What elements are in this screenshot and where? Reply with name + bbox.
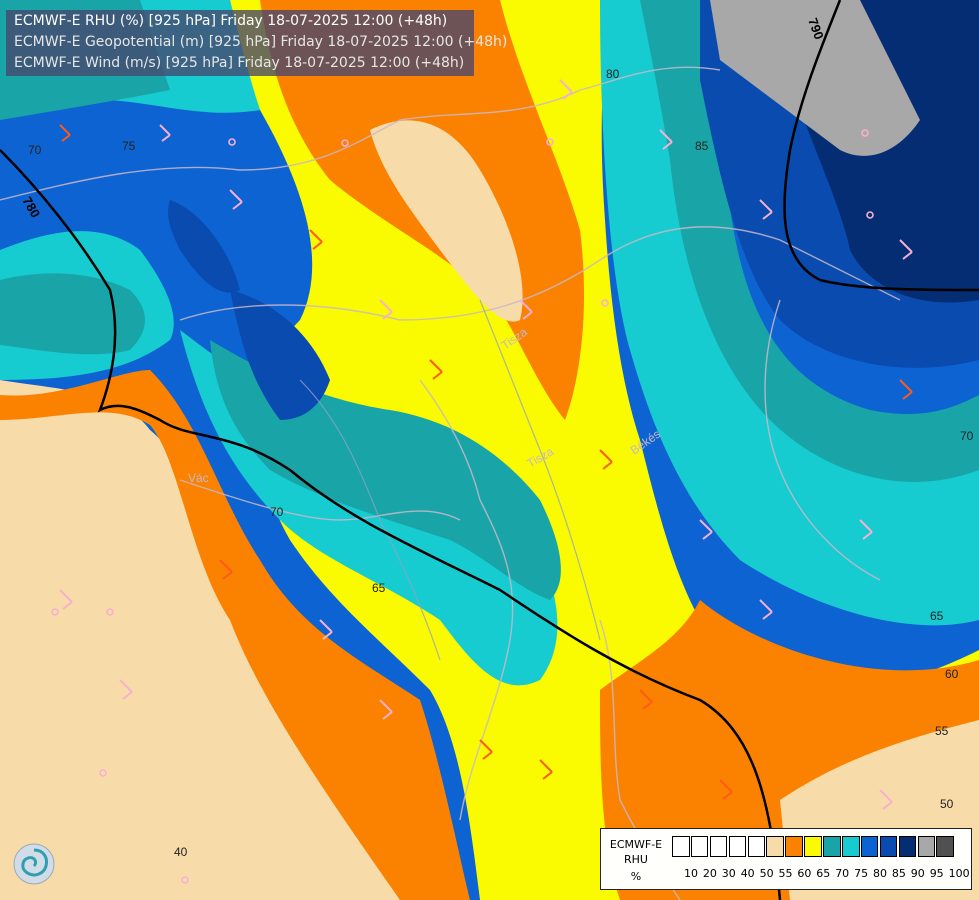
legend-variable: RHU [624, 853, 648, 866]
legend-level-label: 30 [721, 867, 736, 880]
legend-swatch [860, 836, 879, 857]
title-wind: ECMWF-E Wind (m/s) [925 hPa] Friday 18-0… [14, 55, 465, 71]
rhu-label: 75 [122, 139, 136, 153]
geopotential-label: 790 [805, 16, 827, 42]
rhu-label: 70 [28, 143, 42, 157]
legend-swatch [898, 836, 917, 857]
rhu-label: 65 [372, 581, 386, 595]
legend-level-label: 40 [740, 867, 755, 880]
legend-level-label: 10 [684, 867, 698, 880]
legend-unit: % [630, 870, 642, 883]
legend-swatch [785, 836, 803, 857]
rhu-label: 50 [940, 797, 954, 811]
legend-swatch [728, 836, 747, 857]
rhu-legend: ECMWF-E RHU % 10 20 30 40 50 55 60 65 70 75 80 85 90… [600, 828, 972, 890]
legend-level-label: 85 [891, 867, 906, 880]
legend-level-label: 75 [854, 867, 869, 880]
legend-level-label: 50 [759, 867, 774, 880]
contour-labels: 780 790 70 75 80 85 70 70 65 65 60 55 50… [19, 16, 973, 859]
calm-markers [51, 129, 874, 884]
legend-swatch [842, 836, 860, 857]
legend-swatch [709, 836, 728, 857]
rivers-layer [299, 299, 601, 661]
legend-model: ECMWF-E [609, 838, 663, 851]
legend-level-label: 90 [910, 867, 925, 880]
wind-barbs [59, 79, 913, 810]
legend-swatch [879, 836, 898, 857]
legend-swatch [917, 836, 936, 857]
legend-swatch [672, 836, 690, 857]
rhu-label: 55 [935, 724, 949, 738]
legend-level-label: 70 [835, 867, 850, 880]
rhu-label: 70 [960, 429, 974, 443]
rhu-label: 70 [270, 505, 284, 519]
legend-level-label: 95 [929, 867, 944, 880]
legend-level-label: 60 [797, 867, 812, 880]
legend-swatch [690, 836, 709, 857]
legend-swatch [823, 836, 841, 857]
legend-level-label: 20 [702, 867, 717, 880]
legend-level-label: 65 [816, 867, 831, 880]
legend-level-label: 80 [873, 867, 887, 880]
legend-level-label: 100 [948, 867, 970, 880]
title-panel: ECMWF-E RHU (%) [925 hPa] Friday 18-07-2… [6, 10, 507, 76]
legend-swatch [804, 836, 822, 857]
place-label-vac: Vác [188, 471, 209, 485]
rhu-label: 60 [945, 667, 959, 681]
legend-swatch [747, 836, 766, 857]
legend-labels: 10 20 30 40 50 55 60 65 70 75 80 85 90 95 100 [601, 867, 971, 881]
legend-swatches [672, 836, 955, 857]
rhu-label: 40 [174, 845, 188, 859]
ecmwf-logo-icon [13, 843, 55, 885]
legend-level-label: 55 [778, 867, 793, 880]
legend-swatch [766, 836, 784, 857]
legend-swatch [936, 836, 954, 857]
title-geopotential: ECMWF-E Geopotential (m) [925 hPa] Frida… [14, 34, 508, 50]
rhu-label: 85 [695, 139, 709, 153]
rhu-label: 65 [930, 609, 944, 623]
borders-layer [0, 66, 901, 900]
rhu-label: 80 [606, 67, 620, 81]
title-rhu: ECMWF-E RHU (%) [925 hPa] Friday 18-07-2… [14, 13, 448, 29]
